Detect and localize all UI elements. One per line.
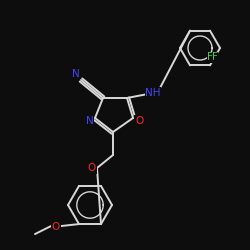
Text: O: O [135,116,143,126]
Text: F: F [207,52,213,62]
Text: NH: NH [145,88,161,98]
Text: F: F [212,52,218,62]
Text: N: N [72,69,80,79]
Text: N: N [86,116,94,126]
Text: O: O [88,163,96,173]
Text: O: O [52,222,60,232]
